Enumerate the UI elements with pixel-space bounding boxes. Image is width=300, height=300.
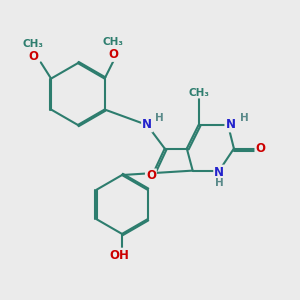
Text: O: O [28, 50, 38, 63]
Text: O: O [109, 48, 118, 61]
Text: H: H [240, 112, 249, 123]
Text: CH₃: CH₃ [23, 39, 44, 49]
Text: H: H [215, 178, 224, 188]
Text: N: N [214, 166, 224, 178]
Text: O: O [146, 169, 156, 182]
Text: CH₃: CH₃ [103, 37, 124, 47]
Text: H: H [155, 113, 164, 124]
Text: N: N [142, 118, 152, 131]
Text: OH: OH [110, 249, 130, 262]
Text: N: N [225, 118, 236, 131]
Text: CH₃: CH₃ [188, 88, 209, 98]
Text: O: O [255, 142, 266, 155]
